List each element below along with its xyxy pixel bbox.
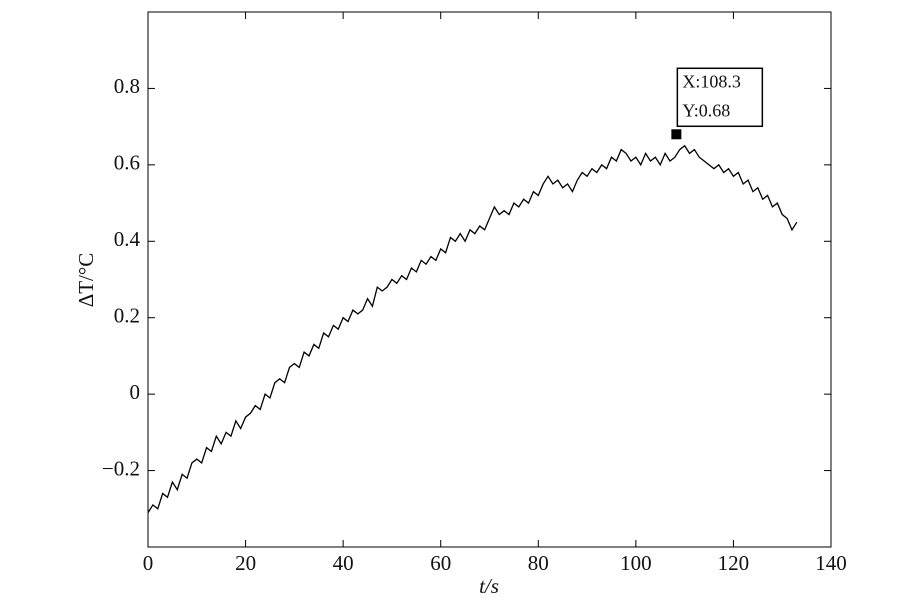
y-tick-label: 0 — [130, 380, 141, 404]
data-line — [147, 144, 798, 513]
x-tick-label: 20 — [235, 551, 256, 575]
x-tick-label: 80 — [528, 551, 549, 575]
x-tick-label: 100 — [620, 551, 652, 575]
x-axis-label: t/s — [479, 574, 499, 598]
x-tick-label: 140 — [815, 551, 847, 575]
x-tick-label: 60 — [430, 551, 451, 575]
y-tick-label: 0.4 — [114, 227, 141, 251]
annotation-box — [676, 67, 764, 128]
y-axis-label: ΔT/°C — [74, 253, 98, 308]
y-tick-label: 0.6 — [114, 151, 140, 175]
annotation-text: Y:0.68 — [682, 100, 730, 120]
y-tick-label: 0.2 — [114, 304, 140, 328]
x-tick-label: 0 — [143, 551, 154, 575]
plot-frame — [147, 11, 832, 548]
y-tick-label: 0.8 — [114, 74, 140, 98]
x-tick-label: 120 — [718, 551, 750, 575]
x-tick-label: 40 — [333, 551, 354, 575]
y-tick-label: −0.2 — [102, 456, 140, 480]
annotation-marker — [671, 129, 682, 140]
annotation-text: X:108.3 — [682, 71, 741, 91]
